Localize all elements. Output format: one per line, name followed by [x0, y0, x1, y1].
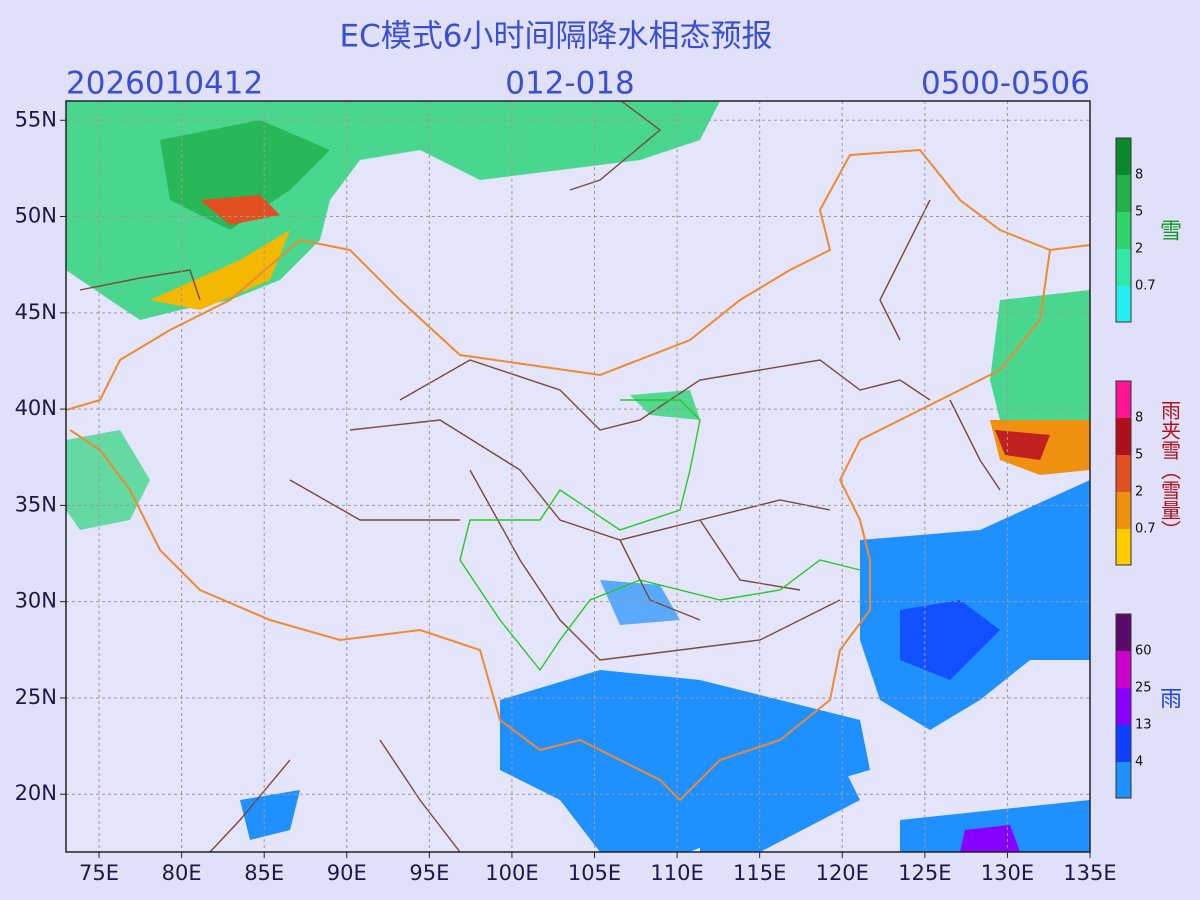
legend-swatch [1116, 614, 1131, 651]
legend-level: 4 [1135, 755, 1143, 770]
legend-swatch [1116, 212, 1131, 249]
snow-area [630, 390, 700, 420]
init-time: 2026010412 [66, 66, 263, 102]
x-tick-label: 115E [733, 861, 786, 885]
legend-level: 60 [1135, 644, 1152, 659]
country-border [66, 148, 1090, 802]
legend-frame [1115, 380, 1132, 566]
legend-title: 雪 [1156, 219, 1181, 241]
map-frame [65, 100, 1091, 853]
precip-field [66, 101, 1090, 852]
valid-time: 0500-0506 [921, 66, 1090, 102]
legend-swatch [1116, 688, 1131, 725]
y-tick-label: 40N [15, 396, 57, 420]
legend-swatch [1116, 418, 1131, 455]
map-panel [65, 100, 1091, 853]
rain-area [700, 760, 860, 852]
legend-snow: 8 5 2 0.7 雪 [1115, 137, 1181, 323]
mixed-area [995, 430, 1050, 460]
legend-swatch [1116, 492, 1131, 529]
legend-level: 0.7 [1135, 279, 1156, 294]
legend-swatch [1116, 762, 1131, 798]
legend-swatch [1116, 381, 1131, 418]
legend-frame [1115, 137, 1132, 323]
x-tick-label: 80E [162, 861, 202, 885]
y-tick-label: 20N [15, 781, 57, 805]
legend-level: 2 [1135, 242, 1143, 257]
legend-frame [1115, 613, 1132, 799]
legend-level: 0.7 [1135, 522, 1156, 537]
legend-level: 5 [1135, 448, 1143, 463]
x-tick-label: 135E [1063, 861, 1116, 885]
legend-swatch [1116, 249, 1131, 286]
y-tick-label: 30N [15, 589, 57, 613]
rain-area [600, 580, 680, 625]
forecast-hours: 012-018 [505, 66, 635, 102]
snow-area [990, 290, 1090, 430]
legend-level: 13 [1135, 718, 1152, 733]
river-basin-border [459, 399, 861, 672]
y-tick-label: 35N [15, 492, 57, 516]
y-tick-label: 25N [15, 685, 57, 709]
legend-level: 5 [1135, 205, 1143, 220]
rain-area [860, 480, 1090, 730]
y-tick-label: 50N [15, 204, 57, 228]
legend-level: 8 [1135, 411, 1143, 426]
x-tick-label: 120E [816, 861, 869, 885]
mixed-area [150, 230, 290, 310]
legend-title: 雨夹雪（雪量） [1158, 400, 1182, 540]
legend-swatch [1116, 725, 1131, 762]
mixed-area [200, 195, 280, 225]
x-tick-label: 85E [244, 861, 284, 885]
legend-swatch [1116, 175, 1131, 212]
legend-rain: 60 25 13 4 雨 [1115, 613, 1181, 799]
legend-swatch [1116, 455, 1131, 492]
x-tick-label: 90E [327, 861, 367, 885]
legend-swatch [1116, 138, 1131, 175]
rain-area [900, 800, 1090, 852]
snow-area [160, 120, 330, 230]
province-border [79, 101, 1001, 852]
x-tick-label: 95E [409, 861, 449, 885]
x-tick-label: 100E [485, 861, 538, 885]
legend-level: 8 [1135, 168, 1143, 183]
rain-area [500, 670, 870, 852]
legend-mixed: 8 5 2 0.7 雨夹雪（雪量） [1115, 380, 1182, 566]
x-tick-label: 110E [650, 861, 703, 885]
y-tick-label: 45N [15, 300, 57, 324]
legend-level: 25 [1135, 681, 1152, 696]
legend-swatch [1116, 286, 1131, 322]
x-tick-label: 130E [981, 861, 1034, 885]
legend-title: 雨 [1156, 687, 1181, 709]
rain-area [960, 825, 1020, 852]
legend-swatch [1116, 529, 1131, 565]
title: EC模式6小时间隔降水相态预报 [340, 19, 773, 55]
x-tick-label: 75E [79, 861, 119, 885]
x-tick-label: 105E [568, 861, 621, 885]
x-tick-label: 125E [898, 861, 951, 885]
legend-swatch [1116, 651, 1131, 688]
legend-level: 2 [1135, 485, 1143, 500]
y-tick-label: 55N [15, 107, 57, 131]
